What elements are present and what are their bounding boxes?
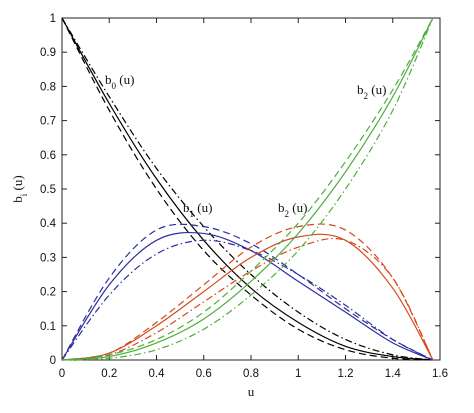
annotation-base: b xyxy=(278,200,285,215)
annotation-sub: 2 xyxy=(285,209,290,219)
x-tick-label: 0.6 xyxy=(196,368,212,380)
curve xyxy=(61,17,433,361)
y-tick-label: 0.1 xyxy=(40,321,56,333)
y-tick-label: 0.2 xyxy=(40,287,56,299)
annotation-base: b xyxy=(105,72,112,87)
y-axis-label: bi (u) xyxy=(10,175,29,202)
curve xyxy=(61,17,433,361)
annotation-sub: 1 xyxy=(190,209,195,219)
x-tick-label: 1.6 xyxy=(432,368,448,380)
annotation: b0 (u) xyxy=(105,72,134,91)
curve xyxy=(61,17,434,361)
y-tick-label: 0.9 xyxy=(40,47,56,59)
y-axis-label-sub: i xyxy=(19,193,29,196)
curve xyxy=(61,237,434,361)
annotation-sub: 0 xyxy=(112,81,117,91)
x-tick-label: 0.4 xyxy=(149,368,166,380)
annotation-suffix: (u) xyxy=(368,82,386,97)
curve xyxy=(61,232,434,361)
y-tick-label: 0.3 xyxy=(40,252,56,264)
y-tick-label: 0 xyxy=(50,355,56,367)
x-axis-label: u xyxy=(248,384,255,399)
curve xyxy=(61,17,434,361)
curve xyxy=(61,17,434,361)
y-tick-label: 1 xyxy=(50,13,56,25)
x-tick-label: 0.2 xyxy=(101,368,117,380)
curve xyxy=(61,223,434,361)
plot-frame xyxy=(61,17,441,361)
x-tick-label: 0 xyxy=(59,368,65,380)
y-tick-label: 0.4 xyxy=(40,218,57,230)
annotation-sub: 2 xyxy=(364,91,369,101)
annotation: b2 (u) xyxy=(278,200,307,219)
annotation-base: b xyxy=(357,82,364,97)
annotation: b1 (u) xyxy=(183,200,212,219)
y-tick-label: 0.7 xyxy=(40,116,56,128)
y-tick-label: 0.6 xyxy=(40,150,56,162)
x-tick-label: 0.8 xyxy=(243,368,259,380)
annotation-suffix: (u) xyxy=(116,72,134,87)
annotation-base: b xyxy=(183,200,190,215)
y-axis-label-suffix: (u) xyxy=(10,175,25,193)
curve xyxy=(61,17,433,361)
y-tick-label: 0.8 xyxy=(40,81,56,93)
x-tick-label: 1.4 xyxy=(385,368,402,380)
annotation: b2 (u) xyxy=(357,82,386,101)
annotation-suffix: (u) xyxy=(289,200,307,215)
curve xyxy=(61,233,434,361)
y-tick-label: 0.5 xyxy=(40,184,56,196)
x-tick-label: 1.2 xyxy=(338,368,354,380)
annotation-suffix: (u) xyxy=(194,200,212,215)
y-axis-label-base: b xyxy=(10,196,25,203)
curve xyxy=(61,239,434,361)
x-tick-label: 1 xyxy=(295,368,301,380)
